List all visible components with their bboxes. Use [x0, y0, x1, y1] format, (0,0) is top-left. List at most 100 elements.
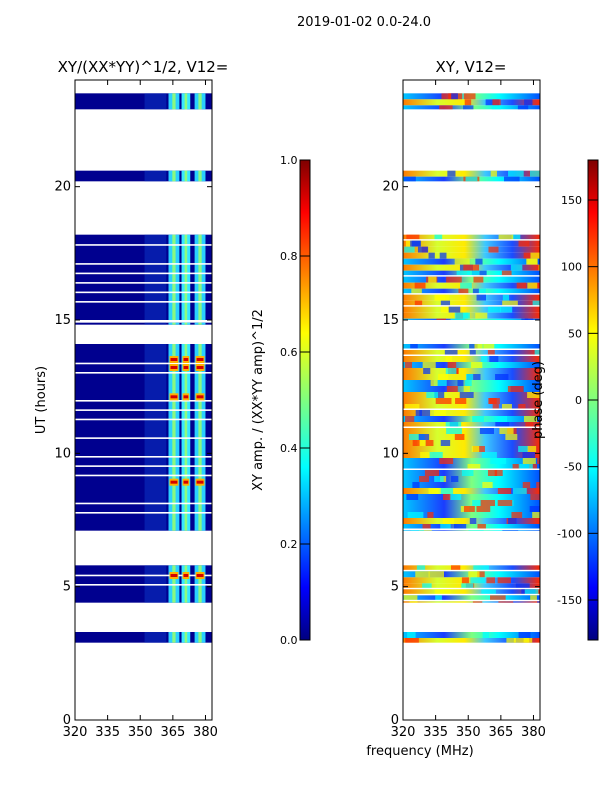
phase-speckle — [445, 422, 462, 428]
phase-speckle — [406, 234, 420, 241]
phase-speckle — [497, 500, 513, 506]
row-gap — [403, 468, 540, 470]
phase-speckle — [438, 374, 449, 380]
phase-speckle — [448, 306, 461, 313]
phase-speckle — [475, 258, 483, 265]
phase-speckle — [513, 638, 530, 643]
y-tick-label: 10 — [382, 446, 399, 461]
phase-speckle — [412, 482, 420, 488]
phase-speckle — [483, 344, 495, 350]
phase-speckle — [423, 368, 431, 374]
phase-speckle — [516, 282, 527, 289]
phase-speckle — [505, 434, 518, 440]
phase-speckle — [468, 530, 484, 531]
hot-spot-core — [170, 480, 178, 484]
x-tick-label: 380 — [193, 725, 218, 740]
colorbar-tick-label: 50 — [568, 327, 582, 340]
phase-speckle — [447, 362, 457, 368]
phase-speckle — [419, 410, 431, 416]
phase-speckle — [453, 524, 467, 530]
phase-stripe — [403, 410, 540, 416]
phase-speckle — [457, 380, 464, 386]
phase-speckle — [532, 512, 540, 518]
phase-speckle — [502, 530, 519, 531]
phase-speckle — [458, 288, 469, 295]
phase-speckle — [404, 404, 420, 410]
row-gap — [75, 418, 212, 421]
phase-speckle — [523, 252, 531, 259]
phase-speckle — [451, 476, 459, 482]
phase-speckle — [417, 246, 429, 253]
bright-band-core — [172, 93, 176, 110]
phase-speckle — [481, 589, 496, 596]
phase-stripe — [403, 488, 540, 494]
phase-speckle — [481, 452, 497, 458]
x-tick-label: 335 — [423, 725, 448, 740]
phase-speckle — [429, 452, 443, 458]
row-gap — [75, 372, 212, 374]
phase-speckle — [530, 595, 537, 602]
phase-stripe — [403, 434, 540, 440]
phase-speckle — [480, 500, 496, 506]
phase-stripe — [403, 276, 540, 283]
phase-stripe — [403, 252, 540, 259]
phase-speckle — [442, 518, 455, 524]
row-gap — [403, 587, 540, 590]
phase-speckle — [467, 464, 481, 470]
phase-speckle — [523, 416, 538, 422]
mid-band — [144, 170, 167, 182]
phase-stripe — [403, 398, 540, 404]
amplitude-colorbar: 0.0 0.2 0.4 0.6 0.8 1.0 XY amp. / (XX*YY amp)… — [251, 154, 311, 647]
phase-stripe — [403, 494, 540, 500]
phase-stripe — [403, 446, 540, 452]
phase-speckle — [444, 350, 458, 356]
phase-speckle — [461, 583, 474, 590]
data-block — [75, 632, 212, 643]
x-tick-label: 380 — [521, 725, 546, 740]
phase-speckle — [465, 176, 478, 182]
row-gap — [403, 528, 540, 530]
bright-band-core — [172, 170, 176, 182]
amplitude-panel-title: XY/(XX*YY)^1/2, V12= — [58, 58, 229, 76]
phase-speckle — [422, 524, 431, 530]
phase-speckle — [511, 234, 521, 241]
phase-speckle — [433, 380, 447, 386]
phase-speckle — [500, 306, 513, 313]
phase-stripe — [403, 595, 540, 602]
phase-speckle — [455, 398, 467, 404]
phase-speckle — [463, 105, 474, 110]
x-tick-label: 320 — [391, 725, 416, 740]
bright-band-core — [198, 322, 202, 325]
phase-speckle — [407, 632, 416, 638]
colorbar-tick-label: 0.4 — [280, 442, 298, 455]
phase-plot-frame — [402, 79, 541, 721]
phase-speckle — [407, 512, 424, 518]
phase-speckle — [420, 452, 433, 458]
phase-speckle — [472, 416, 485, 422]
colorbar-tick-label: 0.6 — [280, 346, 298, 359]
row-gap — [403, 293, 540, 295]
phase-speckle — [498, 234, 514, 241]
phase-stripe — [403, 404, 540, 410]
phase-speckle — [428, 252, 435, 259]
hot-spot-core — [196, 480, 204, 484]
x-tick-label: 365 — [160, 725, 185, 740]
phase-speckle — [461, 470, 474, 476]
phase-stripe — [403, 240, 540, 247]
phase-speckle — [446, 386, 458, 392]
phase-speckle — [449, 494, 462, 500]
phase-speckle — [495, 422, 510, 428]
phase-speckle — [488, 398, 497, 404]
phase-speckle — [434, 294, 450, 301]
phase-speckle — [487, 350, 495, 356]
row-gap — [75, 263, 212, 265]
phase-speckle — [466, 374, 474, 380]
phase-speckle — [436, 318, 446, 320]
phase-speckle — [440, 524, 451, 530]
phase-speckle — [416, 565, 426, 572]
phase-speckle — [502, 294, 510, 301]
phase-speckle — [489, 356, 499, 362]
phase-speckle — [498, 601, 514, 603]
colorbar-tick-label: 0.8 — [280, 250, 298, 263]
phase-speckle — [454, 434, 465, 440]
